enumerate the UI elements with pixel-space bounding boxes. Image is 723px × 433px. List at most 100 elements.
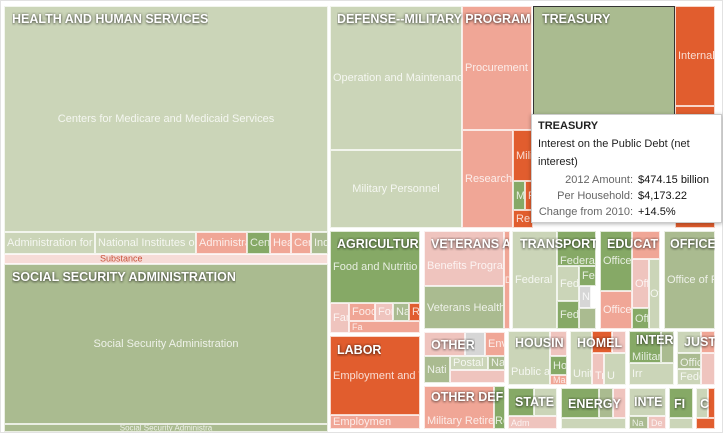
treemap-cell[interactable]: Social Security Administration bbox=[4, 264, 328, 424]
treemap-cell[interactable]: Procurement bbox=[462, 6, 532, 130]
cell-label: Office of P bbox=[667, 274, 715, 286]
treemap-cell[interactable]: Federal bbox=[557, 231, 596, 266]
treemap-cell[interactable]: Military Retire bbox=[424, 386, 494, 429]
treemap-cell[interactable]: Federal I bbox=[512, 231, 557, 329]
treemap-cell[interactable] bbox=[708, 388, 715, 418]
treemap-cell[interactable] bbox=[701, 353, 715, 385]
treemap-cell[interactable] bbox=[669, 388, 693, 418]
treemap-cell[interactable] bbox=[599, 388, 613, 418]
treemap-cell[interactable] bbox=[508, 388, 534, 416]
treemap-cell[interactable]: Public a bbox=[508, 331, 550, 385]
treemap-cell[interactable]: Employmen bbox=[330, 415, 420, 429]
treemap-cell[interactable]: Cer bbox=[291, 232, 311, 254]
group-label: HEALTH AND HUMAN SERVICES bbox=[12, 12, 209, 26]
treemap-cell[interactable]: Fec bbox=[579, 266, 596, 286]
treemap-cell[interactable] bbox=[612, 331, 626, 353]
tooltip-row-change: Change from 2010: +14.5% bbox=[538, 204, 715, 220]
treemap-cell[interactable]: Mili bbox=[513, 130, 533, 181]
treemap-cell[interactable]: Offi bbox=[632, 259, 649, 308]
treemap-cell[interactable]: Food bbox=[349, 303, 375, 321]
treemap-cell[interactable]: Irr bbox=[629, 363, 674, 385]
treemap-cell[interactable] bbox=[696, 418, 715, 429]
treemap-cell[interactable]: Offi bbox=[632, 308, 649, 329]
treemap-cell[interactable]: Fed bbox=[557, 301, 579, 329]
treemap-cell[interactable]: Operation and Maintenanc bbox=[330, 6, 462, 150]
cell-label: Offic bbox=[680, 357, 701, 369]
treemap-cell[interactable]: Re bbox=[513, 210, 533, 228]
cell-label: Employmen bbox=[333, 416, 392, 428]
treemap-cell[interactable]: Ho bbox=[550, 356, 567, 375]
treemap-cell[interactable]: National Institutes o bbox=[95, 232, 196, 254]
treemap-cell[interactable]: Militar bbox=[629, 331, 661, 363]
treemap-cell[interactable]: Research bbox=[462, 130, 513, 228]
treemap-cell[interactable]: Food and Nutritio bbox=[330, 231, 420, 303]
treemap-cell[interactable]: Cent bbox=[247, 232, 270, 254]
treemap-cell[interactable]: Fed bbox=[557, 266, 579, 301]
treemap-cell[interactable]: Na bbox=[579, 286, 591, 308]
treemap-cell[interactable]: Administra bbox=[196, 232, 247, 254]
treemap-cell[interactable]: Fan bbox=[330, 303, 349, 333]
treemap-cell[interactable]: Na bbox=[393, 303, 409, 321]
treemap-cell[interactable] bbox=[561, 418, 626, 429]
treemap-cell[interactable] bbox=[696, 388, 708, 418]
treemap-cell[interactable]: D bbox=[504, 231, 510, 329]
treemap-cell[interactable] bbox=[561, 388, 599, 418]
treemap-cell[interactable]: Benefits Progra bbox=[424, 231, 504, 286]
treemap-cell[interactable]: Substance bbox=[4, 254, 328, 264]
treemap-cell[interactable] bbox=[677, 331, 701, 353]
treemap-cell[interactable]: Mi bbox=[513, 181, 525, 210]
treemap-cell[interactable]: Administration for bbox=[4, 232, 95, 254]
cell-label: Ind bbox=[314, 237, 328, 249]
treemap-cell[interactable]: Unit bbox=[570, 331, 592, 385]
treemap-cell[interactable] bbox=[592, 331, 612, 353]
cell-label: Fa bbox=[352, 322, 363, 332]
treemap-cell[interactable]: U bbox=[604, 353, 626, 385]
treemap-cell[interactable]: Adm bbox=[508, 416, 557, 429]
cell-label: Cer bbox=[294, 237, 311, 249]
cell-label: Na bbox=[396, 306, 409, 318]
treemap-cell[interactable]: Env bbox=[485, 332, 505, 356]
treemap-cell[interactable] bbox=[632, 231, 660, 259]
treemap-cell[interactable]: Na bbox=[488, 356, 505, 370]
treemap-cell[interactable]: For bbox=[375, 303, 393, 321]
treemap-cell[interactable]: Ri bbox=[409, 303, 420, 321]
treemap-cell[interactable] bbox=[579, 308, 596, 329]
treemap-cell[interactable] bbox=[534, 388, 557, 416]
treemap-cell[interactable]: Military Personnel bbox=[330, 150, 462, 228]
treemap-cell[interactable] bbox=[629, 388, 666, 416]
treemap-cell[interactable]: Ma bbox=[550, 375, 567, 385]
treemap-cell[interactable]: Social Security Administra bbox=[4, 424, 328, 432]
treemap-cell[interactable]: Hea bbox=[270, 232, 291, 254]
cell-label: Adm bbox=[511, 417, 530, 428]
treemap-cell[interactable]: Ind bbox=[311, 232, 328, 254]
treemap-cell[interactable]: Office bbox=[600, 231, 632, 291]
treemap-cell[interactable]: Veterans Health bbox=[424, 286, 504, 329]
treemap-cell[interactable]: Re bbox=[494, 386, 505, 429]
treemap-cell[interactable]: Ot bbox=[649, 259, 660, 329]
treemap-cell[interactable]: Internal bbox=[675, 6, 715, 106]
treemap-cell[interactable]: De bbox=[648, 416, 666, 429]
treemap-cell[interactable]: Fa bbox=[349, 321, 420, 333]
treemap-cell[interactable] bbox=[661, 331, 674, 363]
treemap-cell[interactable]: Offic bbox=[677, 353, 701, 369]
cell-label: For bbox=[378, 306, 393, 318]
treemap-cell[interactable]: Postal S bbox=[450, 356, 488, 370]
treemap-cell[interactable]: Tra bbox=[592, 353, 604, 385]
treemap-cell[interactable] bbox=[613, 388, 626, 418]
cell-label: Offi bbox=[635, 277, 648, 290]
treemap-cell[interactable]: Office of P bbox=[664, 231, 715, 329]
treemap-cell-selected[interactable] bbox=[533, 6, 675, 122]
treemap-cell[interactable] bbox=[550, 331, 567, 356]
treemap-cell[interactable]: Office bbox=[600, 291, 632, 329]
cell-label: Ma bbox=[553, 375, 566, 385]
treemap-cell[interactable] bbox=[450, 370, 505, 383]
treemap-cell[interactable]: Centers for Medicare and Medicaid Servic… bbox=[4, 6, 328, 232]
treemap-cell[interactable] bbox=[701, 331, 715, 353]
treemap-cell[interactable] bbox=[465, 332, 485, 356]
treemap-cell[interactable]: Nati bbox=[424, 356, 450, 383]
treemap-cell[interactable]: Employment and T bbox=[330, 336, 420, 415]
treemap-cell[interactable] bbox=[669, 418, 693, 429]
treemap-cell[interactable]: Na bbox=[629, 416, 648, 429]
treemap-cell[interactable]: Fede bbox=[677, 369, 701, 385]
treemap-cell[interactable] bbox=[424, 332, 465, 356]
